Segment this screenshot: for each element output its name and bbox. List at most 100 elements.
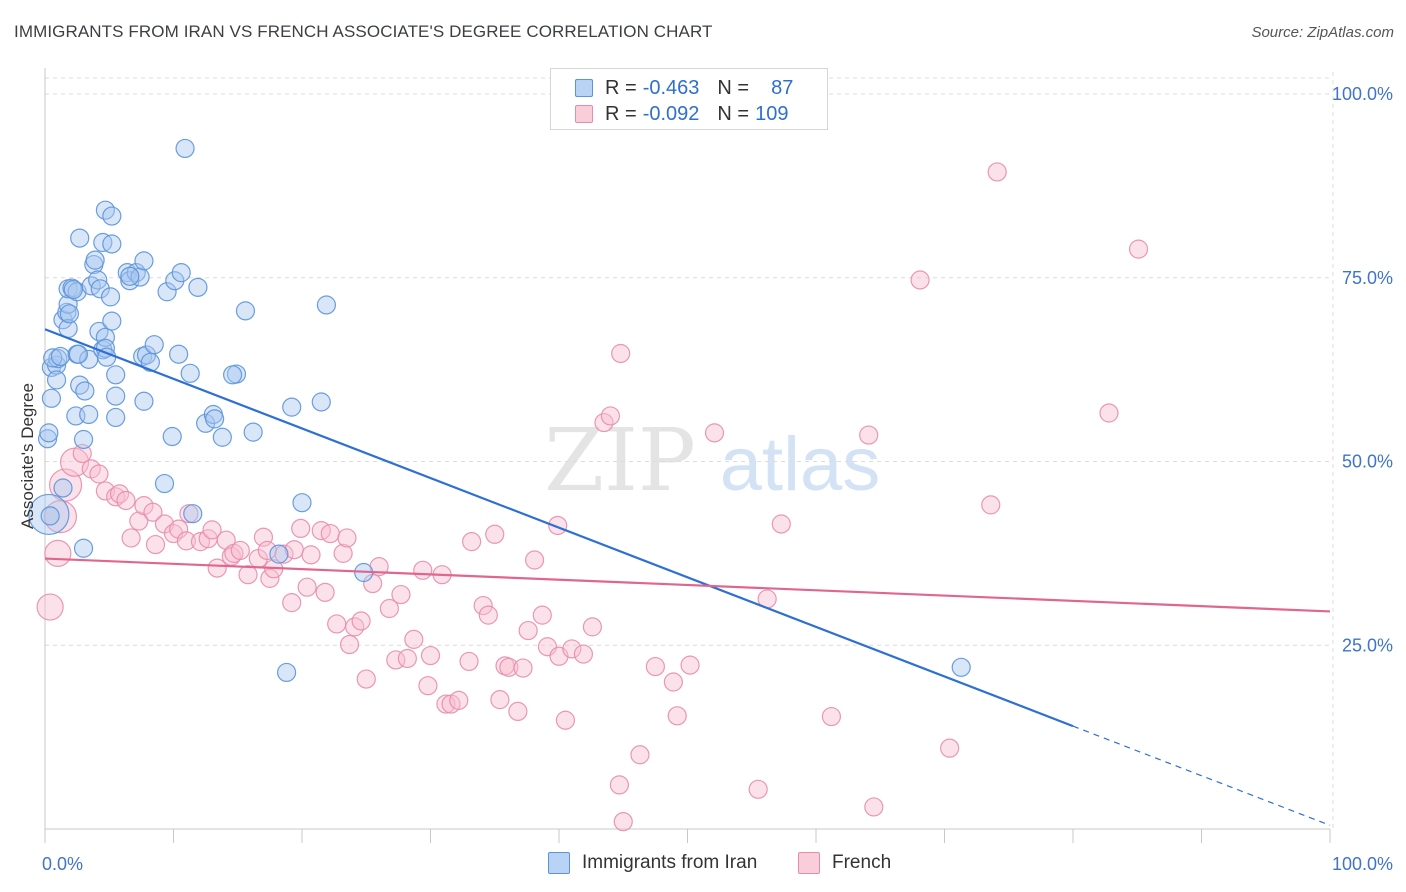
french-point xyxy=(940,738,960,758)
french-point xyxy=(645,656,665,677)
iran-point xyxy=(41,388,62,408)
bottom-legend-swatch-blue xyxy=(548,852,570,874)
legend-r-value: -0.463 xyxy=(642,76,700,99)
french-point xyxy=(291,518,311,539)
iran-point xyxy=(162,426,182,447)
french-point xyxy=(404,629,424,649)
y-tick-label: 50.0% xyxy=(1342,452,1393,472)
french-point xyxy=(282,593,302,613)
iran-point xyxy=(75,381,95,401)
iran-point xyxy=(311,392,331,412)
iran-trend-extension xyxy=(1072,725,1331,826)
french-point xyxy=(1128,239,1149,259)
iran-point xyxy=(951,657,971,677)
french-point xyxy=(145,534,166,555)
iran-point xyxy=(205,409,225,429)
french-point xyxy=(391,584,411,605)
french-point xyxy=(532,605,552,625)
french-point xyxy=(89,464,109,484)
iran-point xyxy=(102,311,122,331)
iran-point xyxy=(243,422,263,442)
french-point xyxy=(613,812,633,832)
bottom-legend-label: Immigrants from Iran xyxy=(582,852,758,873)
iran-points xyxy=(28,138,971,683)
french-point xyxy=(490,690,510,710)
french-point xyxy=(609,775,629,795)
french-point xyxy=(260,568,280,588)
bottom-legend-french: French xyxy=(798,852,891,874)
french-point xyxy=(351,611,371,631)
french-point xyxy=(129,511,149,531)
iran-point xyxy=(144,335,164,355)
iran-point xyxy=(235,301,256,321)
bottom-legend-swatch-pink xyxy=(798,852,820,874)
iran-point xyxy=(134,251,154,271)
iran-point xyxy=(28,493,70,536)
iran-point xyxy=(46,370,67,390)
french-point xyxy=(562,639,582,659)
iran-point xyxy=(154,473,175,494)
french-point xyxy=(555,710,576,730)
iran-point xyxy=(73,429,94,450)
french-point xyxy=(169,519,189,539)
french-point xyxy=(478,605,498,625)
iran-point xyxy=(90,279,110,299)
french-point xyxy=(1099,403,1119,423)
french-point xyxy=(238,565,258,585)
french-point xyxy=(121,528,141,548)
french-point xyxy=(981,495,1001,515)
french-point xyxy=(459,651,479,672)
french-point xyxy=(339,634,360,655)
iran-point xyxy=(171,263,191,283)
french-point xyxy=(473,595,493,616)
iran-point xyxy=(316,295,337,315)
stats-legend: R = -0.463 N = 87 R = -0.092 N = 109 xyxy=(550,68,828,130)
french-point xyxy=(436,694,456,714)
french-point xyxy=(630,745,650,765)
french-point xyxy=(116,490,136,511)
chart-title: IMMIGRANTS FROM IRAN VS FRENCH ASSOCIATE… xyxy=(14,22,713,41)
french-point xyxy=(190,532,211,552)
iran-point xyxy=(157,282,177,302)
french-point xyxy=(327,614,347,634)
y-tick-label: 100.0% xyxy=(1332,84,1393,104)
french-point xyxy=(449,690,469,710)
french-point xyxy=(821,706,842,727)
french-point xyxy=(485,524,505,544)
iran-point xyxy=(169,344,189,364)
french-point xyxy=(987,162,1007,182)
legend-r-label: R = xyxy=(605,102,637,125)
french-point xyxy=(36,593,64,621)
french-point xyxy=(72,443,92,464)
french-point xyxy=(518,620,538,641)
french-point xyxy=(44,539,72,567)
iran-point xyxy=(95,327,115,347)
french-point xyxy=(356,669,376,689)
legend-n-value: 87 xyxy=(771,76,794,99)
french-point xyxy=(413,560,433,580)
french-point xyxy=(680,655,700,675)
legend-swatch-pink xyxy=(575,105,593,123)
iran-point xyxy=(292,493,312,513)
french-point xyxy=(176,531,196,551)
french-point xyxy=(499,657,519,677)
y-tick-label: 25.0% xyxy=(1342,635,1393,655)
trend-layer xyxy=(44,328,1331,826)
iran-point xyxy=(212,427,232,447)
legend-r-label: R = xyxy=(605,76,637,99)
iran-point xyxy=(276,662,297,683)
iran-point xyxy=(120,266,140,286)
watermark-zip: ZIP xyxy=(544,411,696,511)
iran-point xyxy=(282,397,302,417)
french-point xyxy=(611,343,631,364)
legend-n-label: N = xyxy=(717,102,750,125)
french-point xyxy=(524,550,545,570)
watermark-atlas: atlas xyxy=(720,422,881,507)
iran-point xyxy=(100,287,121,307)
iran-point xyxy=(68,344,89,364)
french-point xyxy=(508,701,528,722)
french-point xyxy=(513,658,533,678)
x-tick-label: 0.0% xyxy=(42,854,83,874)
french-point xyxy=(600,406,621,426)
iran-point xyxy=(223,365,243,385)
